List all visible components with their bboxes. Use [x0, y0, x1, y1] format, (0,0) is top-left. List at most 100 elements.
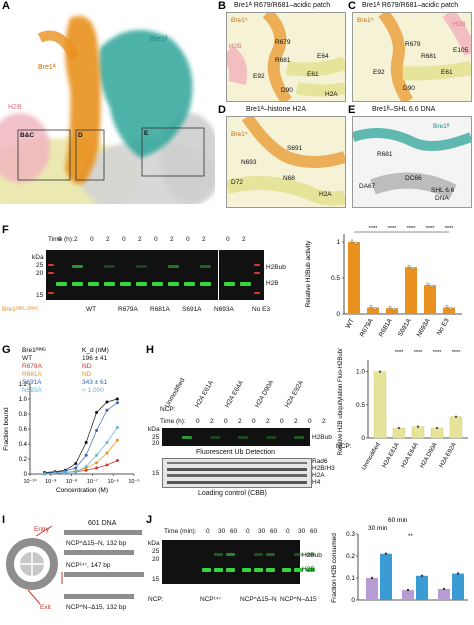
g-ylabel: Fraction bound — [3, 407, 10, 451]
h-band-1 — [182, 436, 192, 439]
h-band-9 — [294, 436, 304, 439]
f-lane-4: N693A — [214, 306, 234, 313]
b-label-7: H2B — [229, 43, 242, 50]
f-time-6: 0 — [154, 236, 158, 243]
g-legend-4: N693A — [22, 387, 43, 394]
region-box-d — [75, 129, 105, 181]
label-box-e: E — [144, 130, 149, 137]
f-sig-5: **** — [445, 226, 454, 232]
h-time-6: 0 — [280, 418, 284, 425]
h-dot — [397, 426, 401, 430]
f-sig-3: **** — [407, 226, 416, 232]
h-time-2: 0 — [224, 418, 228, 425]
e-label-3: DC66 — [405, 175, 422, 182]
h-xtick-0: Unmodified — [361, 442, 381, 471]
f-ytick-label: 0.5 — [331, 275, 340, 282]
h-time-5: 2 — [266, 418, 270, 425]
f-xtick-2: R681A — [378, 317, 394, 338]
j-bar-1-0 — [380, 553, 392, 600]
j-time-3: 0 — [246, 528, 250, 535]
d-label-4: N68 — [283, 175, 295, 182]
h-bar-0 — [373, 371, 387, 439]
f-h2b-band-11 — [240, 282, 251, 286]
f-lane-2: R681A — [150, 306, 170, 313]
j-dot — [370, 576, 374, 580]
g-binding-chart: 0 0.2 0.4 0.6 0.8 1.0 1.2 10⁻¹⁰ 10⁻⁹ 10⁻⁸ 10⁻⁷ 10⁻⁶… — [0, 344, 140, 496]
h-dot — [454, 415, 458, 418]
panel-c-title: Bre1ᴬ R679/R681–acidic patch — [362, 2, 459, 9]
g-ytick-label: 0.2 — [19, 457, 28, 463]
h-band-3 — [210, 436, 220, 439]
label-box-d: D — [78, 132, 83, 139]
b-label-8: H2A — [325, 91, 338, 98]
e-label-2: DA67 — [359, 183, 376, 190]
j-h2bub-band-1 — [214, 553, 223, 556]
j-lane-0: NCP¹⁴⁷ — [200, 596, 222, 603]
panel-b-title: Bre1ᴬ R679/R681–acidic patch — [234, 2, 331, 9]
g-ytick-label: 1.0 — [19, 397, 28, 403]
g-ytick-label: 1.2 — [19, 382, 28, 388]
g-xtick-label: 10⁻¹⁰ — [23, 478, 37, 485]
h-cbb-2: H2A — [312, 472, 325, 479]
f-dot — [388, 305, 392, 309]
h-time-8: 0 — [308, 418, 312, 425]
g-xtick-label: 10⁻⁸ — [66, 478, 77, 485]
f-dot — [392, 307, 396, 311]
h-bar-1 — [392, 427, 406, 439]
h-cbb-1: H2B/H3 — [312, 465, 335, 472]
b-label-4: E61 — [307, 71, 319, 78]
j-bar-0-1 — [402, 590, 414, 600]
g-legend-3: S691A — [22, 379, 42, 386]
h-kda-15: 15 — [152, 470, 160, 477]
panel-letter-a: A — [2, 0, 10, 12]
g-kd-1: ND — [82, 363, 92, 370]
d-label-2: N693 — [241, 159, 257, 166]
j-bar-0-0 — [366, 578, 378, 600]
h-kda-20: 20 — [152, 440, 160, 447]
label-bre1b: Bre1ᴮ — [150, 36, 168, 43]
g-ytick-label: 0.4 — [19, 442, 28, 448]
f-dot — [407, 264, 411, 268]
j-h2bub-band-5 — [266, 553, 275, 556]
h-dot — [435, 426, 439, 430]
j-h2b-band-7 — [294, 568, 303, 572]
j-kda: kDa — [148, 540, 160, 547]
f-time-8: 0 — [186, 236, 190, 243]
f-h2b-band-4 — [120, 282, 131, 286]
panel-letter-j: J — [146, 514, 153, 526]
panel-d-title: Bre1ᴬ–histone H2A — [246, 106, 306, 113]
h-cbb-0: Rad6 — [312, 458, 328, 465]
f-kda-15: 15 — [36, 292, 44, 299]
h-cbb-3: H4 — [312, 479, 321, 486]
b-label-5: E92 — [253, 73, 265, 80]
f-dot — [350, 239, 354, 243]
f-lane-5: No E3 — [252, 306, 271, 313]
f-h2b-band-0 — [56, 282, 67, 286]
j-bar-1-2 — [452, 573, 464, 600]
g-kd-header: K_d (nM) — [82, 347, 109, 354]
panel-a-structure: Bre1ᴮ Bre1ᴬ H2B B&C D E — [0, 8, 215, 204]
j-ytick-label: 0.1 — [346, 575, 355, 582]
h-time-label: Time (h): — [160, 418, 186, 425]
panel-e-image: Bre1ᴮ R681 DA67 DC66 SHL 6.6 DNA — [352, 116, 472, 208]
j-time-1: 30 — [218, 528, 226, 535]
f-time-5: 2 — [138, 236, 142, 243]
g-xtick-label: 10⁻⁵ — [128, 478, 139, 485]
j-sig: ** — [408, 534, 413, 540]
f-h2b-band-3 — [104, 282, 115, 286]
j-h2b-band-6 — [282, 568, 291, 572]
j-lane-2: NCP^N–Δ15 — [280, 596, 317, 603]
panel-letter-d: D — [218, 104, 226, 116]
h-band-7 — [266, 436, 276, 439]
g-legend-2: R681A — [22, 371, 43, 378]
f-dot — [426, 282, 430, 286]
i-construct-0: NCP^Δ15–N, 132 bp — [66, 540, 127, 547]
panel-letter-h: H — [146, 344, 154, 356]
c-label-2: R681 — [421, 53, 437, 60]
label-h2b: H2B — [8, 104, 22, 111]
j-time-7: 30 — [298, 528, 306, 535]
f-time-0: 0 — [58, 236, 62, 243]
f-h2bub-band-3 — [104, 265, 115, 268]
j-time-label: Time (min): — [164, 528, 197, 535]
g-ytick-label: 0.6 — [19, 427, 28, 433]
